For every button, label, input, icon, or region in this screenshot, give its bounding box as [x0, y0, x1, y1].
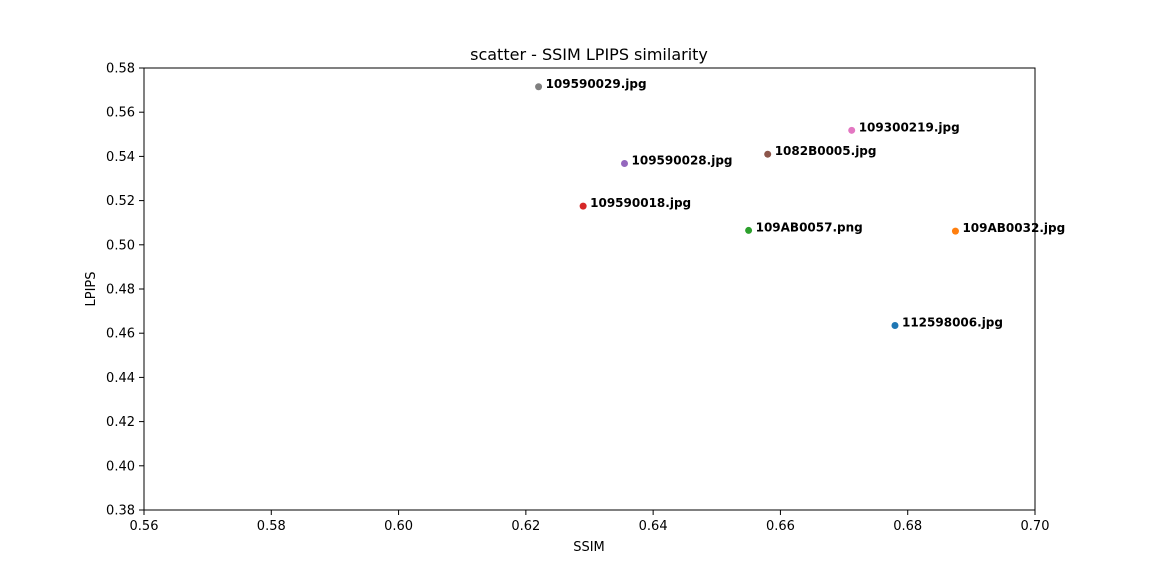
- y-tick-label: 0.46: [106, 327, 135, 342]
- data-point: [764, 150, 772, 158]
- x-tick-label: 0.58: [257, 519, 286, 534]
- chart-title: scatter - SSIM LPIPS similarity: [470, 45, 708, 64]
- data-point: [535, 83, 543, 91]
- y-tick-label: 0.38: [106, 504, 135, 519]
- x-tick-label: 0.60: [384, 519, 413, 534]
- data-point-label: 109590029.jpg: [546, 77, 647, 91]
- data-point: [951, 227, 959, 235]
- data-point-label: 109590028.jpg: [632, 153, 733, 167]
- y-tick-label: 0.58: [106, 62, 135, 77]
- data-point: [745, 226, 753, 234]
- y-tick-label: 0.56: [106, 106, 135, 121]
- data-point: [848, 126, 856, 134]
- x-axis: 0.56 0.58 0.60 0.62 0.64 0.66 0.68 0.70: [130, 510, 1050, 534]
- y-tick-label: 0.42: [106, 415, 135, 430]
- data-points: 112598006.jpg 109AB0032.jpg 109AB0057.png 1…: [535, 77, 1065, 329]
- data-point-label: 1082B0005.jpg: [775, 144, 877, 158]
- y-tick-label: 0.52: [106, 194, 135, 209]
- x-tick-label: 0.62: [511, 519, 540, 534]
- data-point-label: 109300219.jpg: [859, 120, 960, 134]
- y-tick-label: 0.40: [106, 459, 135, 474]
- y-axis-label: LPIPS: [84, 271, 99, 306]
- y-axis: 0.38 0.40 0.42 0.44 0.46 0.48 0.50 0.52 0.54 0.56…: [106, 62, 144, 519]
- data-point-label: 109AB0032.jpg: [962, 221, 1065, 235]
- plot-frame: [143, 67, 1036, 511]
- data-point-label: 109AB0057.png: [756, 220, 863, 234]
- x-tick-label: 0.70: [1021, 519, 1050, 534]
- data-point-label: 112598006.jpg: [902, 315, 1003, 329]
- y-tick-label: 0.54: [106, 150, 135, 165]
- x-axis-label: SSIM: [573, 540, 605, 555]
- data-point-label: 109590018.jpg: [590, 196, 691, 210]
- x-tick-label: 0.64: [639, 519, 668, 534]
- data-point: [621, 159, 629, 167]
- data-point: [579, 202, 587, 210]
- x-tick-label: 0.66: [766, 519, 795, 534]
- data-point: [891, 321, 899, 329]
- x-tick-label: 0.68: [893, 519, 922, 534]
- y-tick-label: 0.50: [106, 238, 135, 253]
- y-tick-label: 0.44: [106, 371, 135, 386]
- y-tick-label: 0.48: [106, 283, 135, 298]
- x-tick-label: 0.56: [130, 519, 159, 534]
